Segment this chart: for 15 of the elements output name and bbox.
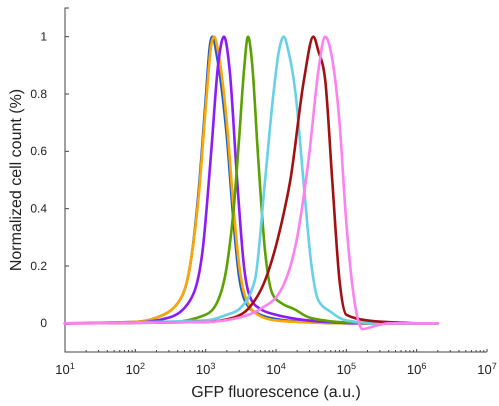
x-tick-label: 10$^{7}$ — [477, 361, 497, 377]
x-tick-label: 10$^{1}$ — [55, 361, 75, 377]
y-tick-label: 0.8 — [30, 86, 48, 101]
x-axis-title: GFP fluorescence (a.u.) — [191, 384, 361, 401]
x-tick-label: 10$^{4}$ — [266, 361, 286, 377]
y-tick-label: 1 — [40, 30, 48, 44]
y-tick-label: 0.4 — [30, 202, 48, 216]
y-axis-title: Normalized cell count (%) — [8, 88, 25, 272]
x-tick-label: 10$^{3}$ — [196, 361, 216, 377]
x-tick-label: 10$^{2}$ — [126, 361, 146, 377]
x-tick-label: 10$^{6}$ — [406, 361, 426, 377]
y-tick-label: 0.2 — [30, 258, 48, 273]
x-tick-label: 10$^{5}$ — [336, 361, 356, 377]
y-tick-label: 0 — [40, 316, 48, 330]
y-tick-label: 0.6 — [30, 144, 48, 158]
